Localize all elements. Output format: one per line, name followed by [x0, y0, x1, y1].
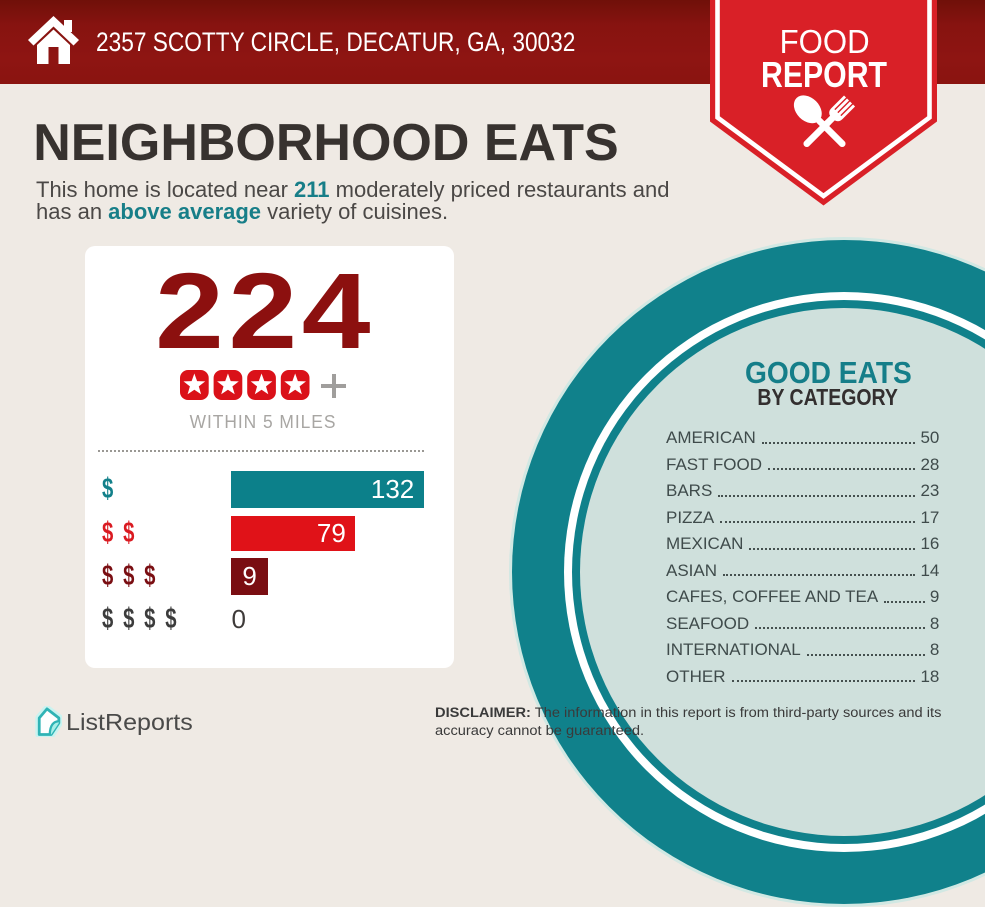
svg-text:FOOD: FOOD — [780, 23, 870, 60]
svg-text:REPORT: REPORT — [761, 54, 887, 95]
